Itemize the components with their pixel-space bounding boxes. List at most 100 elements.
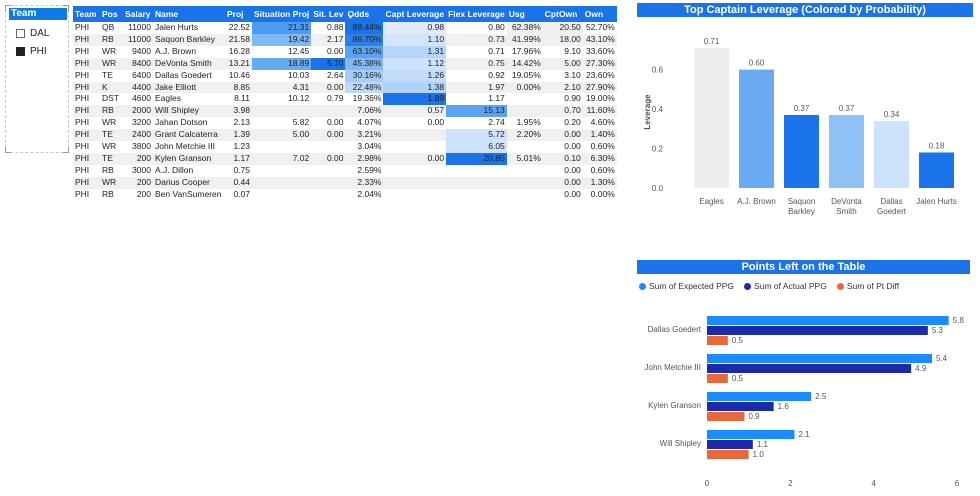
column-header-salary[interactable]: Salary [123, 6, 153, 22]
table-cell: 8.11 [234, 93, 250, 104]
table-cell: 5.82 [292, 117, 310, 128]
table-cell: 3800 [132, 141, 151, 152]
slicer-header: Team [9, 8, 67, 20]
table-cell: 6.30% [582, 152, 617, 165]
table-cell: 200 [123, 176, 153, 189]
table-cell: PHI [75, 69, 90, 80]
legend-item[interactable]: Sum of Pt Diff [836, 281, 899, 291]
table-cell: WR [102, 141, 117, 152]
column-header-name[interactable]: Name [153, 6, 225, 22]
slicer-option-dal[interactable]: DAL [16, 28, 49, 40]
table-cell: 0.60% [590, 141, 615, 152]
x-tick-label: Saquon [788, 197, 816, 206]
bar-sum-of-pt-diff [707, 412, 745, 421]
table-cell: Dallas Goedert [155, 69, 212, 80]
table-row[interactable]: PHI WR 8400 DeVonta Smith 13.21 18.89 5.70 45.3… [73, 57, 617, 70]
table-row[interactable]: PHI RB 2000 Will Shipley 3.98 7.06% 0.57 15.13 0… [73, 105, 617, 118]
table-row[interactable]: PHI QB 11000 Jalen Hurts 22.52 21.31 0.88 89.44… [73, 22, 617, 34]
resize-handle[interactable] [5, 5, 11, 11]
table-cell: 0.00 [326, 117, 344, 128]
resize-handle[interactable] [5, 147, 11, 153]
table-row[interactable]: PHI WR 9400 A.J. Brown 16.28 12.45 0.00 63.10% 1… [73, 45, 617, 58]
column-header-usg[interactable]: Usg [506, 6, 543, 22]
x-tick-label: 2 [788, 479, 793, 488]
table-cell: 5.01% [506, 152, 543, 165]
table-cell: QB [102, 22, 115, 32]
table-row[interactable]: PHI RB 11000 Saquon Barkley 21.58 19.42 2.17 86… [73, 33, 617, 46]
column-header-team[interactable]: Team [73, 6, 100, 22]
table-cell: 20.85 [446, 152, 507, 165]
points-chart-title: Points Left on the Table [637, 260, 970, 274]
table-cell: 2.98% [345, 152, 384, 165]
table-cell: 3.04% [357, 141, 382, 152]
checkbox-checked-icon[interactable] [16, 46, 25, 56]
table-row[interactable]: PHI TE 6400 Dallas Goedert 10.46 10.03 2.64 30.… [73, 69, 617, 82]
table-cell [311, 176, 346, 189]
table-cell: 2.10 [542, 81, 583, 94]
captain-leverage-chart: Leverage 0.0 0.2 0.4 0.6 0.71 Eagles 0.60 A.J. B… [643, 37, 957, 216]
column-header-pos[interactable]: Pos [100, 6, 123, 22]
table-cell: 12.45 [287, 45, 310, 56]
bar-sum-of-pt-diff [707, 450, 749, 459]
table-cell: Darius Cooper [153, 176, 225, 189]
team-slicer[interactable]: Team DAL PHI [5, 5, 69, 153]
table-cell: 10.46 [228, 69, 250, 80]
table-row[interactable]: PHI DST 4600 Eagles 8.11 10.12 0.79 19.36% 1.89 1… [73, 93, 617, 106]
table-cell: 2000 [123, 105, 153, 118]
table-row[interactable]: PHI TE 2400 Grant Calcaterra 1.39 5.00 0.00 3.2… [73, 129, 617, 142]
table-cell: TE [100, 152, 123, 165]
column-header-proj[interactable]: Proj [225, 6, 252, 22]
table-cell: Jahan Dotson [155, 117, 208, 128]
column-header-own[interactable]: Own [582, 6, 617, 22]
resize-handle[interactable] [63, 5, 69, 11]
bar-value-label: 1.1 [757, 440, 769, 449]
table-cell: 19.42 [252, 33, 312, 46]
table-cell [446, 165, 507, 177]
table-cell: 0.00 [326, 45, 344, 56]
table-cell: 5.72 [446, 129, 507, 142]
table-cell [252, 141, 311, 153]
table-row[interactable]: PHI TE 200 Kylen Granson 1.17 7.02 0.00 2.98% 0.… [73, 152, 617, 165]
table-cell: 8400 [123, 57, 153, 70]
table-cell: 1.12 [383, 57, 447, 70]
table-row[interactable]: PHI WR 3200 Jahan Dotson 2.13 5.82 0.00 4.07% 0.… [73, 117, 617, 129]
table-row[interactable]: PHI RB 3000 A.J. Dillon 0.75 2.59% 0.00 0.60% [73, 165, 617, 177]
table-cell [311, 141, 345, 153]
table-cell: 86.70% [345, 33, 384, 46]
legend-item[interactable]: Sum of Expected PPG [639, 281, 734, 291]
table-cell: 4400 [123, 81, 153, 94]
table-row[interactable]: PHI WR 3800 John Metchie III 1.23 3.04% 6.05 0.… [73, 141, 617, 153]
legend-item[interactable]: Sum of Actual PPG [744, 281, 827, 291]
column-header-flex-leverage[interactable]: Flex Leverage [446, 6, 507, 22]
table-cell: 33.60% [585, 45, 615, 56]
bar-value-label: 0.34 [884, 110, 900, 119]
column-header-sit-lev[interactable]: Sit. Lev [311, 6, 346, 22]
resize-handle[interactable] [63, 147, 69, 153]
table-cell: 1.38 [383, 81, 447, 94]
slicer-option-phi[interactable]: PHI [16, 46, 47, 58]
sort-descending-icon: ▼ [347, 14, 354, 21]
y-category-label: Will Shipley [660, 439, 701, 448]
table-cell: 22.52 [228, 22, 250, 32]
table-cell: 3000 [132, 164, 151, 175]
column-header-odds[interactable]: Odds ▼ [345, 6, 384, 22]
table-cell: 4.31 [252, 81, 312, 94]
x-tick-label: 0 [705, 479, 710, 488]
table-row[interactable]: PHI K 4400 Jake Elliott 8.85 4.31 0.00 22.48% 1.… [73, 81, 617, 94]
table-cell: 1.10 [383, 33, 447, 46]
checkbox-icon[interactable] [16, 28, 25, 38]
table-cell: 17.96% [511, 45, 541, 56]
table-row[interactable]: PHI WR 200 Darius Cooper 0.44 2.33% 0.00 1.30% [73, 176, 617, 189]
column-header-situation-proj[interactable]: Situation Proj [252, 6, 312, 22]
x-tick-label: Barkley [788, 207, 815, 216]
table-row[interactable]: PHI RB 200 Ben VanSumeren 0.07 2.04% 0.00 0.00% [73, 189, 617, 201]
column-header-cptown[interactable]: CptOwn [542, 6, 583, 22]
x-tick-label: 4 [871, 479, 876, 488]
table-cell: 23.60% [585, 69, 615, 80]
table-cell: TE [102, 69, 113, 80]
table-cell: 0.70 [542, 105, 583, 118]
column-header-capt-leverage[interactable]: Capt Leverage [383, 6, 447, 22]
bar-sum-of-expected-ppg [707, 430, 795, 439]
table-cell [507, 165, 543, 177]
y-category-label: Dallas Goedert [648, 325, 702, 334]
